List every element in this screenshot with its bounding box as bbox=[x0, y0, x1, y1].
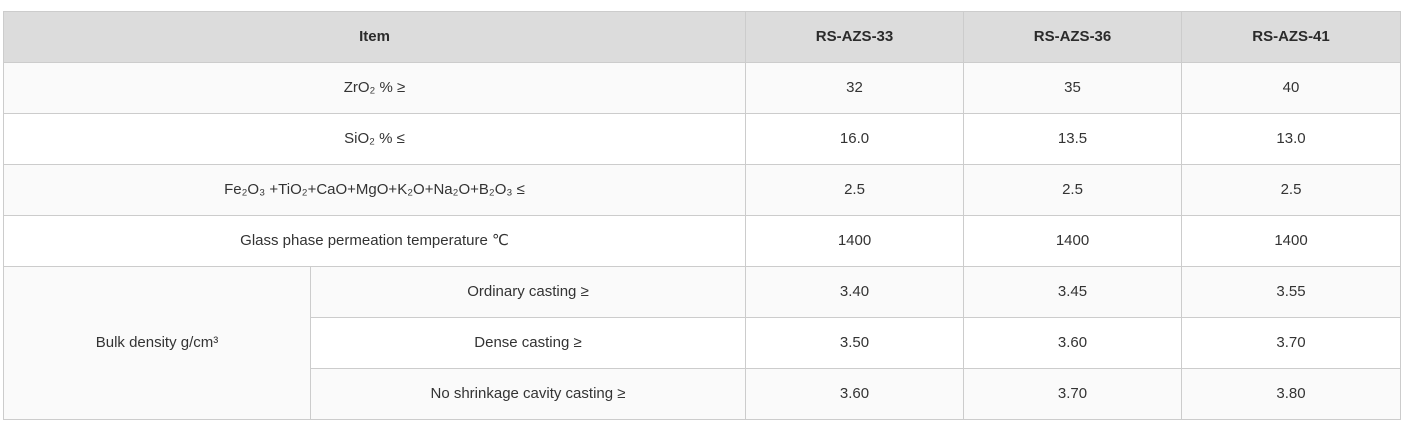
item-cell: No shrinkage cavity casting ≥ bbox=[310, 368, 746, 420]
table-row-glass-phase: Glass phase permeation temperature ℃ 140… bbox=[3, 215, 1401, 267]
item-cell: Glass phase permeation temperature ℃ bbox=[3, 215, 746, 267]
spec-table: Item RS-AZS-33 RS-AZS-36 RS-AZS-41 ZrO₂ … bbox=[3, 11, 1401, 420]
table-row-zro2: ZrO₂ % ≥ 32 35 40 bbox=[3, 62, 1401, 114]
group-cell-bulk-density: Bulk density g/cm³ bbox=[3, 266, 311, 420]
value-cell: 32 bbox=[745, 62, 964, 114]
value-cell: 13.5 bbox=[963, 113, 1182, 165]
table-row-dense-casting: Dense casting ≥ 3.50 3.60 3.70 bbox=[4, 317, 1401, 369]
value-cell: 3.60 bbox=[963, 317, 1182, 369]
header-cell-item: Item bbox=[3, 11, 746, 63]
value-cell: 3.80 bbox=[1181, 368, 1401, 420]
value-cell: 1400 bbox=[1181, 215, 1401, 267]
item-cell: ZrO₂ % ≥ bbox=[3, 62, 746, 114]
item-cell: Fe₂O₃ +TiO₂+CaO+MgO+K₂O+Na₂O+B₂O₃ ≤ bbox=[3, 164, 746, 216]
header-row: Item RS-AZS-33 RS-AZS-36 RS-AZS-41 bbox=[3, 11, 1401, 63]
value-cell: 2.5 bbox=[745, 164, 964, 216]
value-cell: 16.0 bbox=[745, 113, 964, 165]
value-cell: 3.45 bbox=[963, 266, 1182, 318]
value-cell: 3.50 bbox=[745, 317, 964, 369]
value-cell: 13.0 bbox=[1181, 113, 1401, 165]
value-cell: 40 bbox=[1181, 62, 1401, 114]
table-row-sio2: SiO₂ % ≤ 16.0 13.5 13.0 bbox=[3, 113, 1401, 165]
header-cell-rs-azs-36: RS-AZS-36 bbox=[963, 11, 1182, 63]
header-cell-rs-azs-41: RS-AZS-41 bbox=[1181, 11, 1401, 63]
item-cell: SiO₂ % ≤ bbox=[3, 113, 746, 165]
table-row-no-shrinkage-casting: No shrinkage cavity casting ≥ 3.60 3.70 … bbox=[4, 368, 1401, 420]
header-cell-rs-azs-33: RS-AZS-33 bbox=[745, 11, 964, 63]
item-cell: Ordinary casting ≥ bbox=[310, 266, 746, 318]
table-row-ordinary-casting: Bulk density g/cm³ Ordinary casting ≥ 3.… bbox=[3, 266, 1401, 420]
value-cell: 3.70 bbox=[1181, 317, 1401, 369]
value-cell: 2.5 bbox=[963, 164, 1182, 216]
value-cell: 3.60 bbox=[745, 368, 964, 420]
item-cell: Dense casting ≥ bbox=[310, 317, 746, 369]
value-cell: 3.70 bbox=[963, 368, 1182, 420]
value-cell: 35 bbox=[963, 62, 1182, 114]
value-cell: 2.5 bbox=[1181, 164, 1401, 216]
value-cell: 3.40 bbox=[745, 266, 964, 318]
table-row-impurities: Fe₂O₃ +TiO₂+CaO+MgO+K₂O+Na₂O+B₂O₃ ≤ 2.5 … bbox=[3, 164, 1401, 216]
spec-table-container: Item RS-AZS-33 RS-AZS-36 RS-AZS-41 ZrO₂ … bbox=[3, 11, 1401, 420]
value-cell: 3.55 bbox=[1181, 266, 1401, 318]
value-cell: 1400 bbox=[963, 215, 1182, 267]
value-cell: 1400 bbox=[745, 215, 964, 267]
